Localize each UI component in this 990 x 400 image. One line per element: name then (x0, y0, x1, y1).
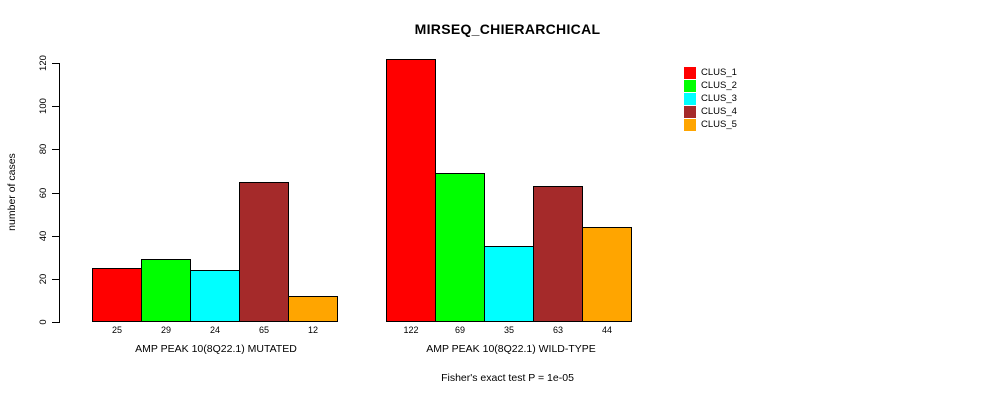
legend-label: CLUS_3 (701, 92, 737, 104)
legend-label: CLUS_1 (701, 67, 737, 78)
legend-label: CLUS_5 (701, 118, 737, 130)
y-axis-tick (52, 278, 59, 280)
legend-label: CLUS_2 (701, 79, 737, 91)
y-axis-tick-label: 60 (38, 187, 49, 198)
bar-clus_1 (386, 59, 436, 322)
chart-title: MIRSEQ_CHIERARCHICAL (414, 21, 601, 37)
bar-value-label: 63 (552, 325, 563, 335)
bar-clus_3 (484, 246, 534, 322)
bar-clus_4 (533, 186, 583, 322)
legend-label: CLUS_4 (701, 105, 737, 117)
legend-swatch (684, 105, 696, 118)
y-axis-tick (52, 235, 59, 237)
y-axis-tick-label: 80 (38, 144, 49, 155)
bar-value-label: 44 (601, 325, 612, 335)
legend-swatch (684, 118, 696, 131)
group-label-mutated: AMP PEAK 10(8Q22.1) MUTATED (135, 343, 297, 355)
y-axis-tick-label: 100 (38, 98, 49, 115)
y-axis-tick (52, 322, 59, 323)
y-axis-tick-label: 0 (38, 319, 49, 325)
y-axis-title: number of cases (6, 153, 18, 231)
bar-value-label: 29 (160, 325, 171, 335)
bar-value-label: 24 (209, 325, 220, 335)
bar-value-label: 65 (258, 325, 269, 335)
bar-value-label: 12 (307, 325, 318, 335)
bar-value-label: 35 (503, 325, 514, 335)
bar-clus_1 (92, 268, 142, 322)
bar-clus_2 (435, 173, 485, 322)
y-axis-tick-label: 40 (38, 230, 49, 241)
bar-value-label: 69 (454, 325, 465, 335)
y-axis-tick-label: 20 (38, 273, 49, 285)
y-axis-tick (52, 106, 59, 108)
legend-swatch (684, 67, 696, 79)
fisher-test-caption: Fisher's exact test P = 1e-05 (441, 372, 574, 384)
legend-swatch (684, 92, 696, 105)
bar-clus_4 (239, 182, 289, 322)
bar-clus_5 (582, 227, 632, 322)
bar-value-label: 122 (403, 325, 419, 335)
y-axis-tick (52, 149, 59, 151)
group-label-wildtype: AMP PEAK 10(8Q22.1) WILD-TYPE (426, 343, 596, 355)
y-axis-tick (52, 192, 59, 194)
y-axis-tick-label: 120 (38, 55, 49, 71)
legend-swatch (684, 79, 696, 92)
bar-clus_5 (288, 296, 338, 322)
bar-value-label: 25 (111, 325, 122, 335)
y-axis-line (59, 63, 60, 323)
bar-clus_3 (190, 270, 240, 322)
y-axis-tick (52, 63, 59, 64)
bar-clus_2 (141, 259, 191, 322)
